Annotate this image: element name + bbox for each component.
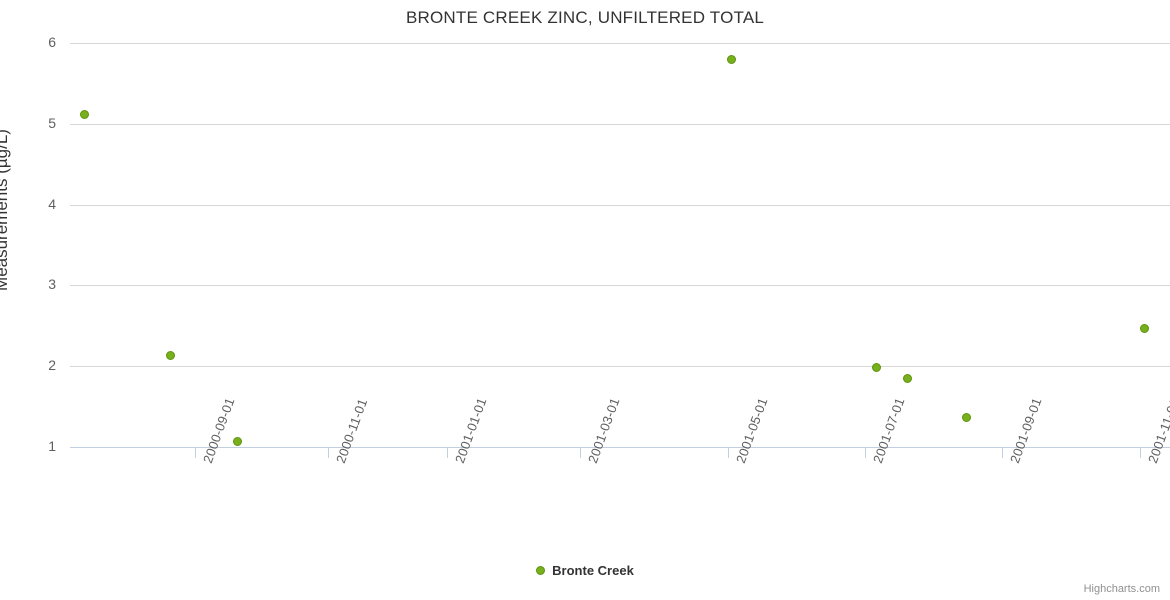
x-axis-tick-label: 2001-09-01: [1007, 395, 1045, 466]
x-axis-tick-mark: [447, 448, 448, 458]
x-axis-tick-label: 2001-07-01: [870, 395, 908, 466]
legend-item-bronte-creek[interactable]: Bronte Creek: [536, 563, 634, 578]
y-axis-title: Measurements (µg/L): [0, 129, 11, 291]
legend-item-label: Bronte Creek: [552, 563, 634, 578]
y-axis-tick-label: 1: [48, 438, 56, 454]
data-point[interactable]: [962, 412, 972, 422]
x-axis-tick-mark: [580, 448, 581, 458]
gridline: [70, 123, 1170, 125]
y-axis-tick-label: 5: [48, 114, 56, 131]
x-axis-tick-mark: [728, 448, 729, 458]
data-point[interactable]: [871, 363, 881, 373]
x-axis-line: [70, 447, 1170, 448]
credits-link[interactable]: Highcharts.com: [1083, 583, 1160, 595]
x-axis-tick-label: 2001-03-01: [585, 395, 623, 466]
data-point[interactable]: [727, 54, 737, 64]
data-point[interactable]: [902, 373, 912, 383]
data-point[interactable]: [232, 436, 242, 446]
data-point[interactable]: [1139, 323, 1149, 333]
gridline: [70, 43, 1170, 44]
x-axis-tick-mark: [865, 448, 866, 458]
x-axis-tick-label: 2001-11-01: [1145, 396, 1170, 466]
gridline: [70, 366, 1170, 368]
chart-legend: Bronte Creek: [0, 563, 1170, 578]
x-axis-tick-label: 2000-09-01: [200, 395, 238, 466]
legend-marker-icon: [536, 566, 546, 575]
x-axis-tick-label: 2001-01-01: [452, 395, 490, 466]
chart-title: BRONTE CREEK ZINC, UNFILTERED TOTAL: [405, 8, 765, 27]
y-axis-tick-label: 2: [48, 357, 56, 374]
data-point[interactable]: [79, 109, 89, 119]
data-point[interactable]: [166, 351, 176, 361]
x-axis-tick-mark: [1002, 448, 1003, 458]
x-axis-tick-mark: [328, 448, 329, 458]
x-axis-tick-mark: [1140, 448, 1141, 458]
gridline: [70, 204, 1170, 206]
gridline: [70, 285, 1170, 287]
x-axis-tick-label: 2001-05-01: [733, 395, 771, 466]
x-axis-tick-mark: [195, 448, 196, 458]
y-axis-tick-label: 3: [48, 276, 56, 293]
y-axis-tick-label: 6: [48, 34, 56, 50]
y-axis-tick-label: 4: [48, 195, 56, 212]
x-axis-tick-label: 2000-11-01: [333, 396, 371, 466]
